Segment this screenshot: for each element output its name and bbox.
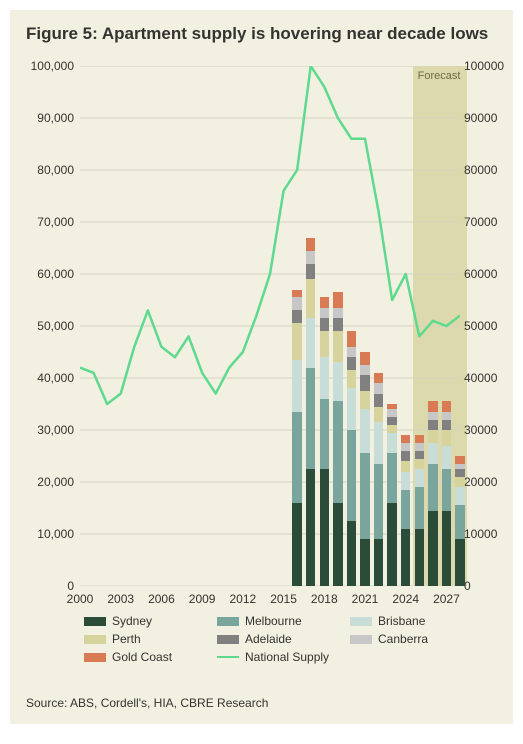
legend-label: Brisbane [378, 614, 425, 628]
y-left-tick: 90,000 [14, 111, 74, 125]
x-tick: 2006 [148, 592, 175, 606]
legend-item-gold-coast: Gold Coast [84, 650, 217, 664]
legend-label: Gold Coast [112, 650, 172, 664]
legend: Sydney Melbourne Brisbane Perth Adelaide Canb… [84, 614, 484, 668]
legend-item-adelaide: Adelaide [217, 632, 350, 646]
y-right-tick: 50000 [464, 319, 523, 333]
legend-swatch [350, 635, 372, 644]
legend-swatch [84, 653, 106, 662]
legend-label: Canberra [378, 632, 428, 646]
legend-item-brisbane: Brisbane [350, 614, 483, 628]
legend-label: National Supply [245, 650, 329, 664]
y-left-tick: 80,000 [14, 163, 74, 177]
legend-item-national-supply: National Supply [217, 650, 350, 664]
y-right-tick: 80000 [464, 163, 523, 177]
y-left-tick: 20,000 [14, 475, 74, 489]
y-left-tick: 40,000 [14, 371, 74, 385]
x-tick: 2012 [229, 592, 256, 606]
legend-row: Sydney Melbourne Brisbane [84, 614, 484, 628]
y-right-tick: 10000 [464, 527, 523, 541]
legend-item-canberra: Canberra [350, 632, 483, 646]
y-left-tick: 30,000 [14, 423, 74, 437]
x-tick: 2015 [270, 592, 297, 606]
y-left-tick: 0 [14, 579, 74, 593]
chart-panel: Figure 5: Apartment supply is hovering n… [10, 10, 513, 724]
x-tick: 2000 [67, 592, 94, 606]
legend-row: Perth Adelaide Canberra [84, 632, 484, 646]
legend-label: Sydney [112, 614, 152, 628]
y-right-tick: 70000 [464, 215, 523, 229]
y-right-tick: 0 [464, 579, 523, 593]
y-left-tick: 100,000 [14, 59, 74, 73]
y-right-tick: 100000 [464, 59, 523, 73]
y-right-tick: 20000 [464, 475, 523, 489]
x-tick: 2009 [189, 592, 216, 606]
chart-title: Figure 5: Apartment supply is hovering n… [26, 24, 488, 44]
x-tick: 2021 [352, 592, 379, 606]
national-supply-line [80, 66, 460, 586]
y-right-tick: 90000 [464, 111, 523, 125]
x-tick: 2003 [107, 592, 134, 606]
legend-item-melbourne: Melbourne [217, 614, 350, 628]
y-left-tick: 50,000 [14, 319, 74, 333]
x-tick: 2018 [311, 592, 338, 606]
legend-swatch [217, 617, 239, 626]
legend-swatch [350, 617, 372, 626]
y-left-tick: 70,000 [14, 215, 74, 229]
legend-row: Gold Coast National Supply [84, 650, 484, 664]
y-right-tick: 40000 [464, 371, 523, 385]
x-tick: 2024 [392, 592, 419, 606]
source-caption: Source: ABS, Cordell's, HIA, CBRE Resear… [26, 696, 268, 710]
legend-label: Perth [112, 632, 141, 646]
legend-swatch [84, 617, 106, 626]
legend-swatch [217, 656, 239, 658]
legend-item-perth: Perth [84, 632, 217, 646]
legend-label: Melbourne [245, 614, 302, 628]
y-right-tick: 60000 [464, 267, 523, 281]
legend-label: Adelaide [245, 632, 292, 646]
legend-swatch [84, 635, 106, 644]
legend-item-sydney: Sydney [84, 614, 217, 628]
x-tick: 2027 [433, 592, 460, 606]
plot-area: Forecast010,00020,00030,00040,00050,0006… [80, 66, 460, 586]
y-left-tick: 10,000 [14, 527, 74, 541]
y-left-tick: 60,000 [14, 267, 74, 281]
y-right-tick: 30000 [464, 423, 523, 437]
legend-swatch [217, 635, 239, 644]
